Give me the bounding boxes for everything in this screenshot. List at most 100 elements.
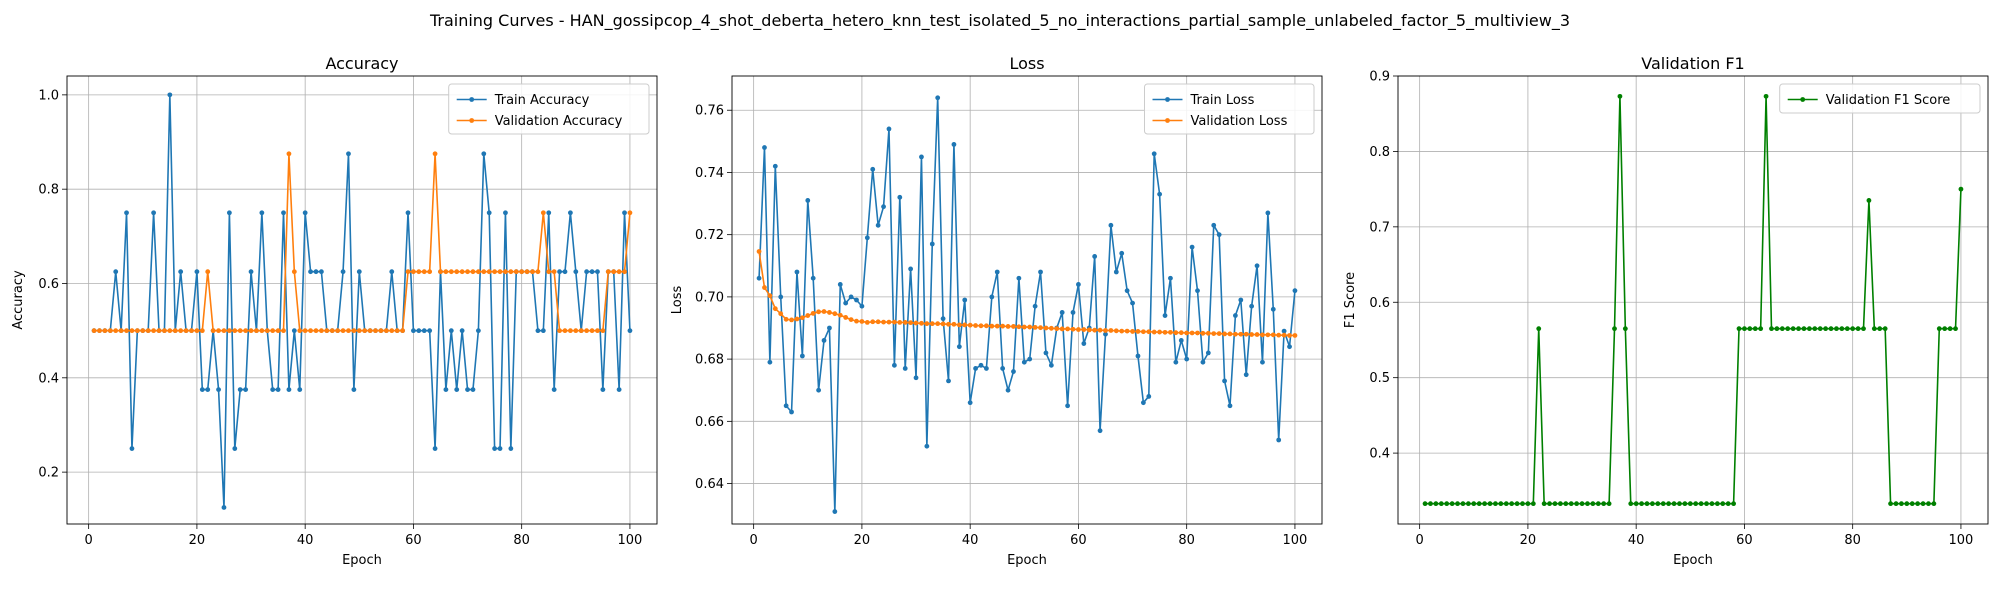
train-loss-point [929, 241, 935, 247]
validation-f1-score-point [1828, 326, 1834, 332]
validation-accuracy-point [367, 328, 373, 334]
train-loss-point [1038, 269, 1043, 275]
validation-f1-score-point [1574, 501, 1580, 507]
validation-accuracy-point [497, 269, 503, 275]
train-loss-point [1238, 297, 1244, 303]
train-accuracy-point [237, 387, 243, 392]
y-tick-label: 0.8 [38, 183, 59, 198]
validation-loss-point [821, 309, 827, 314]
train-loss-point [816, 387, 822, 393]
train-loss-point [1005, 387, 1011, 393]
train-loss-point [1070, 310, 1076, 315]
train-loss-point [984, 366, 989, 371]
validation-accuracy-point [540, 210, 546, 216]
validation-accuracy-point [389, 328, 395, 334]
validation-loss-point [1124, 328, 1130, 334]
validation-loss-point [1211, 331, 1217, 336]
train-accuracy-series [91, 92, 633, 510]
validation-f1-score-point [1498, 501, 1504, 507]
validation-accuracy-point [264, 328, 270, 334]
validation-accuracy-point [167, 328, 173, 334]
validation-f1-score-point [1428, 501, 1433, 507]
validation-accuracy-point [589, 328, 595, 334]
validation-f1-score-point [1861, 326, 1866, 332]
train-loss-point [1249, 303, 1255, 309]
validation-f1-score-point [1855, 326, 1861, 332]
validation-accuracy-point [405, 269, 411, 275]
validation-f1-score-point [1693, 501, 1699, 507]
train-accuracy-point [503, 210, 508, 216]
validation-accuracy-point [584, 328, 590, 334]
validation-loss-point [978, 323, 984, 329]
validation-f1-score-point [1552, 501, 1558, 507]
validation-f1-score-point [1731, 501, 1736, 507]
validation-accuracy-point [226, 328, 232, 334]
x-tick-label: 60 [1070, 533, 1087, 548]
validation-loss-point [832, 311, 838, 317]
validation-loss-point [1048, 325, 1054, 331]
validation-accuracy-point [573, 328, 579, 334]
train-accuracy-point [551, 387, 557, 392]
validation-loss-point [929, 321, 935, 327]
validation-f1-score-point [1709, 501, 1715, 507]
accuracy-legend: Train Accuracy Validation Accuracy [448, 83, 650, 135]
train-accuracy-point [113, 269, 119, 275]
validation-accuracy-point [194, 328, 200, 334]
legend-label: Validation F1 Score [1826, 93, 1951, 108]
validation-f1-score-point [1698, 501, 1704, 507]
train-accuracy-point [600, 387, 606, 392]
y-tick-label: 0.72 [695, 228, 724, 243]
validation-f1-score-point [1747, 326, 1753, 332]
train-accuracy-point [291, 328, 297, 334]
validation-accuracy-point [297, 328, 303, 334]
validation-f1-score-point [1612, 326, 1617, 332]
train-accuracy-point [540, 328, 546, 334]
validation-loss-point [1178, 330, 1184, 336]
train-accuracy-point [302, 210, 308, 216]
train-loss-point [1276, 437, 1282, 443]
validation-accuracy-point [308, 328, 313, 334]
x-tick-label: 0 [750, 533, 758, 548]
validation-loss-point [1222, 331, 1227, 337]
validation-f1-score-point [1682, 501, 1688, 507]
validation-accuracy-point [362, 328, 368, 334]
validation-f1-score-point [1606, 501, 1612, 507]
loss-chart-panel: 0 20 40 60 80 100 0.64 0.66 0.68 0.70 0.72 0.74 0.76… [670, 54, 1323, 568]
train-loss-point [973, 366, 978, 371]
validation-f1-score-point [1687, 501, 1693, 507]
train-loss-point [1254, 263, 1260, 269]
validation-accuracy-point [400, 328, 405, 334]
train-loss-point [1021, 359, 1027, 365]
x-tick-label: 20 [189, 533, 206, 548]
train-loss-point [1227, 403, 1233, 409]
validation-accuracy-point [611, 269, 617, 275]
validation-accuracy-point [156, 328, 162, 334]
validation-f1-score-point [1844, 326, 1850, 332]
train-loss-point [864, 235, 870, 241]
validation-loss-point [848, 317, 854, 322]
validation-accuracy-point [346, 328, 351, 334]
validation-accuracy-point [291, 269, 297, 275]
validation-accuracy-point [378, 328, 384, 334]
x-axis-label: Epoch [342, 553, 382, 568]
validation-accuracy-point [335, 328, 341, 334]
validation-loss-point [1260, 332, 1265, 338]
validation-loss-point [1103, 328, 1108, 333]
validation-accuracy-point [189, 328, 194, 334]
train-loss-point [837, 282, 843, 287]
validation-loss-point [1281, 332, 1287, 338]
validation-f1-score-point [1882, 326, 1888, 332]
validation-accuracy-point [416, 269, 422, 275]
validation-loss-point [1189, 330, 1195, 336]
legend-swatch-marker [1800, 97, 1806, 102]
y-tick-label: 0.6 [1369, 296, 1390, 311]
train-loss-point [756, 275, 762, 281]
train-loss-point [1178, 338, 1184, 343]
validation-loss-point [962, 322, 968, 328]
train-loss-point [772, 163, 778, 169]
validation-loss-line [758, 251, 1295, 337]
train-loss-point [875, 222, 881, 228]
train-loss-line [758, 96, 1296, 513]
validation-accuracy-point [178, 328, 184, 334]
